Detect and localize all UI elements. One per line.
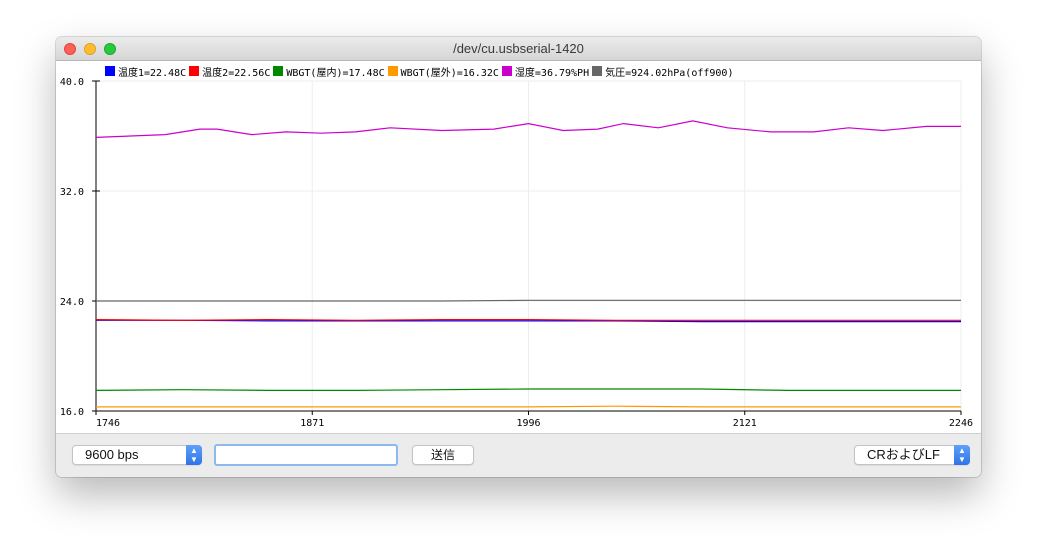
legend-label: 温度2=22.56C: [202, 67, 271, 79]
legend-label: 気圧=924.02hPa(off900): [605, 67, 734, 79]
series-line: [95, 318, 961, 321]
x-tick-label: 1996: [516, 418, 540, 429]
x-tick-label: 1746: [96, 418, 120, 429]
legend-swatch: [189, 66, 200, 76]
legend-label: 温度1=22.48C: [118, 67, 187, 79]
legend-label: WBGT(屋外)=16.32C: [400, 67, 499, 79]
legend-label: WBGT(屋内)=17.48C: [286, 67, 385, 79]
line-ending-value: CRおよびLF: [867, 447, 940, 462]
legend-item: 温度1=22.48C: [105, 64, 186, 79]
send-button[interactable]: 送信: [412, 445, 474, 465]
legend-item: 温度2=22.56C: [189, 64, 270, 79]
series-line: [95, 120, 961, 138]
series-line: [95, 388, 961, 391]
serial-plotter-window: /dev/cu.usbserial-1420 温度1=22.48C 温度2=22.…: [56, 37, 981, 477]
minimize-window-button[interactable]: [84, 43, 96, 55]
legend-swatch: [273, 66, 284, 76]
close-window-button[interactable]: [64, 43, 76, 55]
y-tick-label: 32.0: [60, 187, 84, 198]
y-tick-label: 24.0: [60, 297, 84, 308]
series-line: [96, 319, 961, 323]
title-bar: /dev/cu.usbserial-1420: [56, 37, 981, 61]
baud-rate-value: 9600 bps: [85, 447, 139, 462]
legend-item: WBGT(屋外)=16.32C: [387, 64, 499, 79]
x-tick-label: 2121: [733, 418, 757, 429]
maximize-window-button[interactable]: [104, 43, 116, 55]
x-tick-label: 1871: [300, 418, 324, 429]
legend-swatch: [387, 66, 398, 76]
baud-rate-select[interactable]: 9600 bps ▲ ▼: [72, 445, 202, 465]
window-title: /dev/cu.usbserial-1420: [453, 41, 584, 56]
legend-item: WBGT(屋内)=17.48C: [273, 64, 385, 79]
select-arrows-icon: ▲ ▼: [954, 445, 970, 465]
legend-label: 湿度=36.79%PH: [514, 67, 590, 79]
x-tick-label: 2246: [949, 418, 973, 429]
legend: 温度1=22.48C 温度2=22.56C WBGT(屋内)=17.48C WBGT(…: [105, 64, 736, 79]
legend-item: 気圧=924.02hPa(off900): [592, 64, 733, 79]
bottom-toolbar: 9600 bps ▲ ▼ 送信 CRおよびLF ▲ ▼: [56, 433, 981, 477]
legend-item: 湿度=36.79%PH: [501, 64, 590, 79]
series-line: [96, 299, 961, 302]
legend-swatch: [105, 66, 115, 76]
plot-area: 温度1=22.48C 温度2=22.56C WBGT(屋内)=17.48C WBGT(…: [56, 61, 981, 433]
line-chart: 40.0 32.0 24.0 16.0 1746 1871 1996 2121 2246: [60, 77, 973, 429]
y-tick-label: 16.0: [60, 407, 84, 418]
line-ending-select[interactable]: CRおよびLF ▲ ▼: [854, 445, 970, 465]
select-arrows-icon: ▲ ▼: [186, 445, 202, 465]
legend-swatch: [592, 66, 603, 76]
series-line: [96, 405, 961, 408]
serial-input-field[interactable]: [214, 444, 398, 466]
legend-swatch: [501, 66, 512, 76]
y-tick-label: 40.0: [60, 77, 84, 88]
